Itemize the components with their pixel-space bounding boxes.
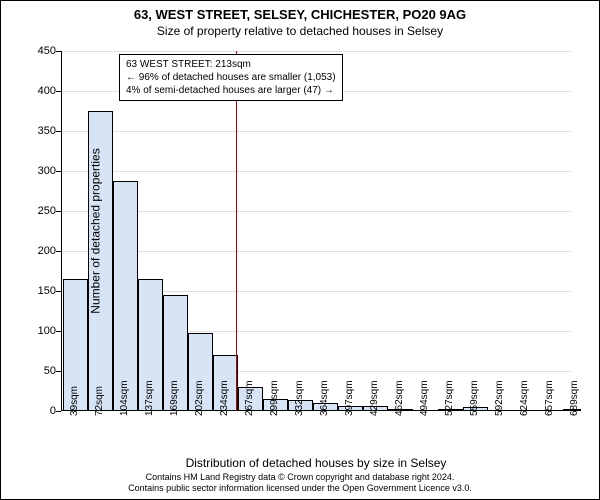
ytick-label: 400 xyxy=(26,85,56,97)
xtick-label: 332sqm xyxy=(294,380,305,416)
xtick-label: 202sqm xyxy=(194,380,205,416)
annotation-box: 63 WEST STREET: 213sqm← 96% of detached … xyxy=(119,54,343,101)
ytick-label: 0 xyxy=(26,405,56,417)
xtick-label: 559sqm xyxy=(469,380,480,416)
ytick-label: 450 xyxy=(26,45,56,57)
gridline xyxy=(61,51,571,52)
ytick-mark xyxy=(56,131,61,132)
xtick-label: 137sqm xyxy=(144,380,155,416)
y-axis-title: Number of detached properties xyxy=(89,148,103,313)
gridline xyxy=(61,171,571,172)
chart-title-sub: Size of property relative to detached ho… xyxy=(1,24,599,38)
ytick-mark xyxy=(56,371,61,372)
xtick-label: 494sqm xyxy=(419,380,430,416)
annotation-line: 4% of semi-detached houses are larger (4… xyxy=(126,84,336,97)
xtick-label: 39sqm xyxy=(69,386,80,416)
ytick-label: 50 xyxy=(26,365,56,377)
annotation-line: 63 WEST STREET: 213sqm xyxy=(126,58,336,71)
chart-title-main: 63, WEST STREET, SELSEY, CHICHESTER, PO2… xyxy=(1,7,599,22)
ytick-mark xyxy=(56,51,61,52)
ytick-label: 200 xyxy=(26,245,56,257)
histogram-bar xyxy=(113,181,138,411)
xtick-label: 397sqm xyxy=(344,380,355,416)
xtick-label: 592sqm xyxy=(494,380,505,416)
ytick-mark xyxy=(56,171,61,172)
xtick-label: 267sqm xyxy=(244,380,255,416)
ytick-mark xyxy=(56,411,61,412)
ytick-label: 250 xyxy=(26,205,56,217)
footer-line2: Contains public sector information licen… xyxy=(1,483,599,495)
plot-region: 05010015020025030035040045039sqm72sqm104… xyxy=(61,51,571,411)
ytick-mark xyxy=(56,291,61,292)
y-axis-line xyxy=(61,51,62,411)
ytick-mark xyxy=(56,251,61,252)
ytick-mark xyxy=(56,211,61,212)
xtick-label: 657sqm xyxy=(544,380,555,416)
footer-line1: Contains HM Land Registry data © Crown c… xyxy=(1,472,599,484)
reference-line xyxy=(236,51,237,411)
ytick-label: 150 xyxy=(26,285,56,297)
ytick-label: 350 xyxy=(26,125,56,137)
xtick-label: 364sqm xyxy=(319,380,330,416)
xtick-label: 104sqm xyxy=(119,380,130,416)
xtick-label: 462sqm xyxy=(394,380,405,416)
xtick-label: 234sqm xyxy=(219,380,230,416)
footer-attribution: Contains HM Land Registry data © Crown c… xyxy=(1,472,599,495)
xtick-label: 299sqm xyxy=(269,380,280,416)
x-axis-title: Distribution of detached houses by size … xyxy=(61,456,571,470)
xtick-label: 169sqm xyxy=(169,380,180,416)
ytick-label: 100 xyxy=(26,325,56,337)
annotation-line: ← 96% of detached houses are smaller (1,… xyxy=(126,71,336,84)
xtick-label: 689sqm xyxy=(569,380,580,416)
ytick-mark xyxy=(56,91,61,92)
xtick-label: 429sqm xyxy=(369,380,380,416)
xtick-label: 72sqm xyxy=(94,386,105,416)
chart-area: 05010015020025030035040045039sqm72sqm104… xyxy=(61,51,571,411)
gridline xyxy=(61,131,571,132)
ytick-mark xyxy=(56,331,61,332)
ytick-label: 300 xyxy=(26,165,56,177)
xtick-label: 527sqm xyxy=(444,380,455,416)
xtick-label: 624sqm xyxy=(519,380,530,416)
